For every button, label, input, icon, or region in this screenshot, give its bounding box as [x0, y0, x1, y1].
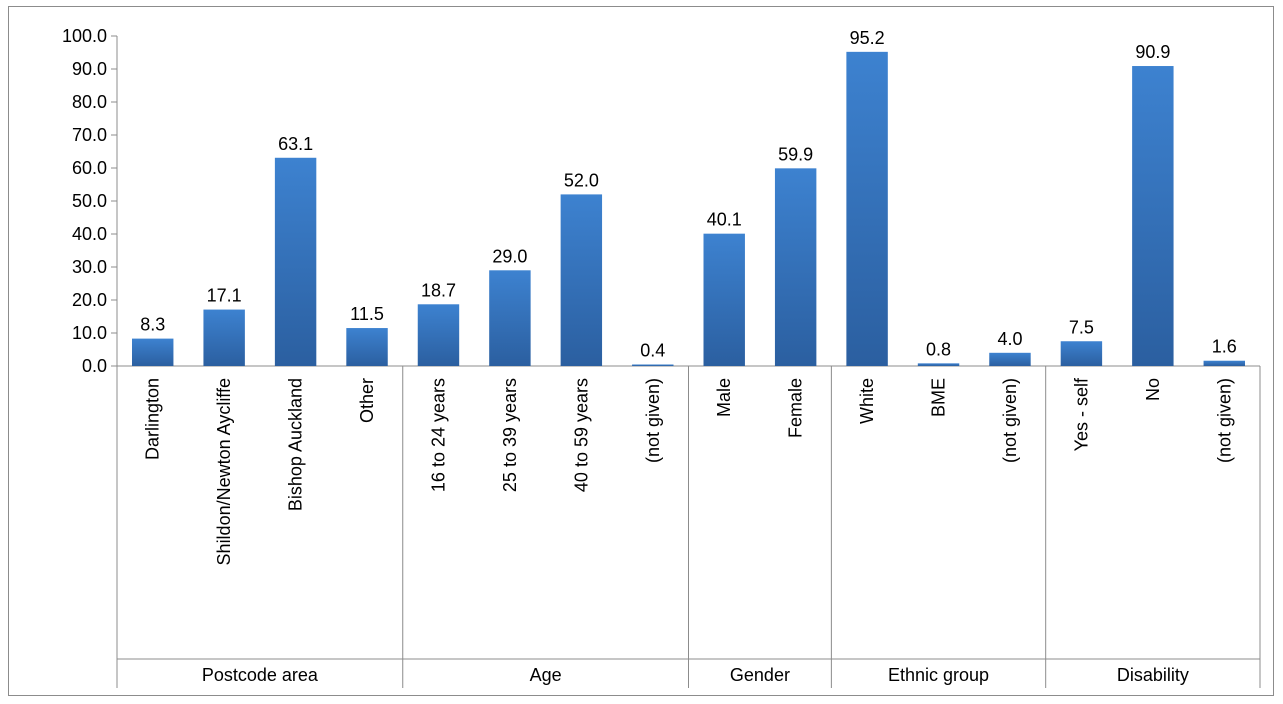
bar: [1203, 360, 1245, 366]
bar: [274, 157, 317, 366]
data-label: 11.5: [350, 304, 384, 324]
y-tick-label: 80.0: [72, 92, 107, 112]
bar: [346, 328, 388, 366]
data-label: 18.7: [421, 280, 456, 300]
category-label: Shildon/Newton Aycliffe: [214, 378, 234, 565]
bar: [917, 363, 960, 366]
data-label: 40.1: [707, 210, 742, 230]
bar: [203, 309, 245, 366]
data-label: 63.1: [278, 134, 313, 154]
category-label: Male: [714, 378, 734, 417]
data-label: 29.0: [492, 246, 527, 266]
data-label: 4.0: [997, 329, 1022, 349]
y-tick-label: 100.0: [62, 26, 107, 46]
category-label: Darlington: [143, 378, 163, 460]
data-label: 17.1: [207, 286, 242, 306]
data-label: 59.9: [778, 144, 813, 164]
data-label: 90.9: [1135, 42, 1170, 62]
category-label: 16 to 24 years: [428, 378, 448, 492]
y-tick-label: 40.0: [72, 224, 107, 244]
y-tick-label: 60.0: [72, 158, 107, 178]
category-label: (not given): [1000, 378, 1020, 463]
data-label: 95.2: [850, 28, 885, 48]
data-label: 1.6: [1212, 337, 1237, 357]
data-label: 0.4: [640, 341, 665, 361]
bar: [132, 338, 174, 366]
group-label: Disability: [1117, 665, 1189, 685]
y-tick-label: 30.0: [72, 257, 107, 277]
category-label: Other: [357, 378, 377, 423]
bar: [1132, 66, 1174, 366]
bar: [1060, 341, 1103, 366]
category-label: Yes - self: [1071, 377, 1091, 451]
y-tick-label: 0.0: [82, 356, 107, 376]
bar: [703, 233, 745, 366]
category-label: (not given): [643, 378, 663, 463]
category-label: White: [857, 378, 877, 424]
bar: [774, 168, 817, 366]
category-label: 40 to 59 years: [571, 378, 591, 492]
y-tick-label: 10.0: [72, 323, 107, 343]
bar: [632, 364, 674, 366]
group-label: Gender: [730, 665, 790, 685]
data-label: 52.0: [564, 170, 599, 190]
category-label: (not given): [1214, 378, 1234, 463]
bar: [489, 270, 531, 366]
group-label: Ethnic group: [888, 665, 989, 685]
bar: [417, 304, 460, 366]
data-label: 0.8: [926, 339, 951, 359]
y-tick-label: 20.0: [72, 290, 107, 310]
y-tick-label: 50.0: [72, 191, 107, 211]
group-label: Age: [530, 665, 562, 685]
category-label: Female: [786, 378, 806, 438]
y-tick-label: 70.0: [72, 125, 107, 145]
category-label: 25 to 39 years: [500, 378, 520, 492]
bar: [560, 194, 603, 366]
bar: [989, 352, 1031, 366]
category-label: BME: [929, 378, 949, 417]
bars: [132, 51, 1245, 367]
bar: [846, 51, 888, 367]
category-label: Bishop Auckland: [286, 378, 306, 511]
labels: 0.0 10.0 20.0 30.0 40.0 50.0 60.0 70.0 80.0 90.0 1…: [62, 26, 1237, 685]
category-label: No: [1143, 378, 1163, 401]
y-tick-label: 90.0: [72, 59, 107, 79]
group-label: Postcode area: [202, 665, 319, 685]
data-label: 8.3: [140, 315, 165, 335]
data-label: 7.5: [1069, 317, 1094, 337]
